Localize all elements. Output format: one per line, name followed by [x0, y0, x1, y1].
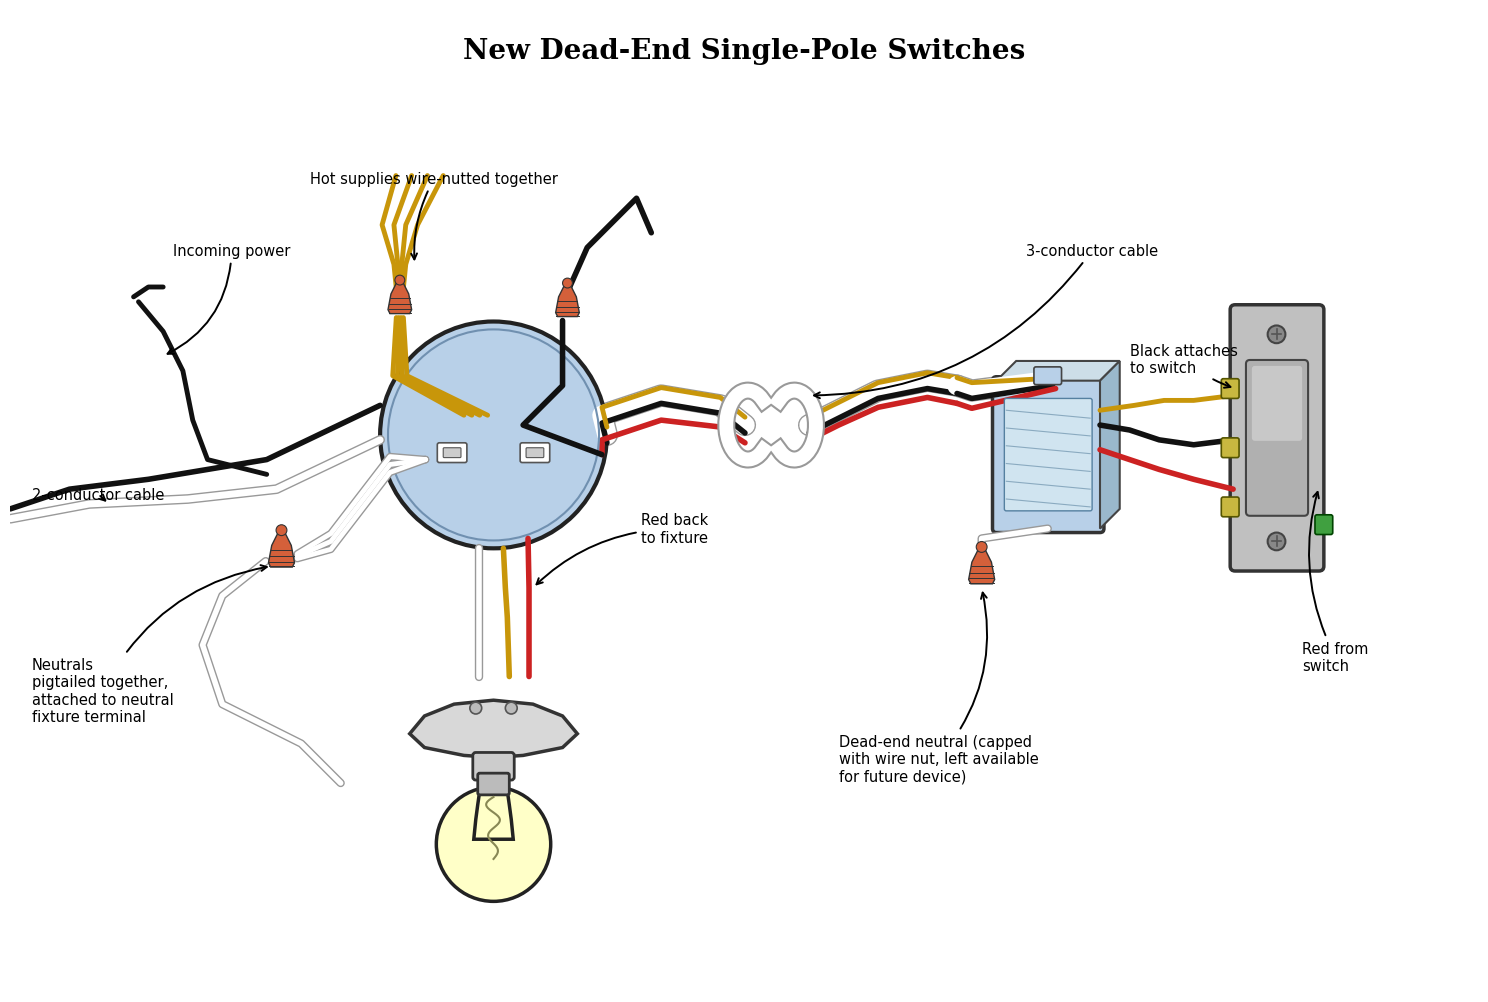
Circle shape [562, 279, 573, 289]
Circle shape [1268, 326, 1286, 344]
Text: New Dead-End Single-Pole Switches: New Dead-End Single-Pole Switches [463, 38, 1025, 65]
FancyBboxPatch shape [1315, 515, 1333, 535]
Circle shape [976, 542, 987, 553]
Polygon shape [473, 792, 513, 840]
Circle shape [379, 323, 607, 549]
Circle shape [470, 702, 482, 714]
Text: Red from
switch: Red from switch [1302, 492, 1369, 673]
FancyBboxPatch shape [992, 378, 1104, 533]
Polygon shape [1100, 362, 1120, 529]
Circle shape [436, 788, 551, 902]
FancyBboxPatch shape [1245, 361, 1308, 516]
FancyBboxPatch shape [1222, 380, 1240, 399]
FancyBboxPatch shape [437, 443, 467, 463]
FancyBboxPatch shape [1222, 498, 1240, 517]
FancyBboxPatch shape [1222, 439, 1240, 458]
Circle shape [1268, 533, 1286, 551]
Polygon shape [268, 526, 295, 567]
Polygon shape [555, 280, 579, 318]
Text: Incoming power: Incoming power [168, 243, 290, 355]
Text: Dead-end neutral (capped
with wire nut, left available
for future device): Dead-end neutral (capped with wire nut, … [839, 593, 1039, 784]
FancyBboxPatch shape [527, 448, 543, 458]
Polygon shape [409, 700, 577, 758]
FancyBboxPatch shape [1034, 368, 1061, 385]
FancyBboxPatch shape [1251, 367, 1302, 442]
FancyBboxPatch shape [473, 753, 515, 781]
Polygon shape [997, 362, 1120, 382]
FancyBboxPatch shape [1231, 306, 1324, 571]
Text: Black attaches
to switch: Black attaches to switch [1129, 344, 1238, 389]
Circle shape [277, 525, 287, 536]
Text: 2-conductor cable: 2-conductor cable [33, 487, 164, 502]
FancyBboxPatch shape [521, 443, 549, 463]
Polygon shape [969, 543, 994, 584]
FancyBboxPatch shape [1004, 399, 1092, 511]
Text: Hot supplies wire-nutted together: Hot supplies wire-nutted together [311, 172, 558, 261]
FancyBboxPatch shape [478, 774, 509, 795]
Polygon shape [388, 277, 412, 315]
Text: 3-conductor cable: 3-conductor cable [814, 243, 1158, 399]
Circle shape [506, 702, 518, 714]
Text: Neutrals
pigtailed together,
attached to neutral
fixture terminal: Neutrals pigtailed together, attached to… [33, 565, 266, 724]
Text: Red back
to fixture: Red back to fixture [537, 513, 708, 585]
FancyBboxPatch shape [443, 448, 461, 458]
Circle shape [394, 276, 405, 286]
